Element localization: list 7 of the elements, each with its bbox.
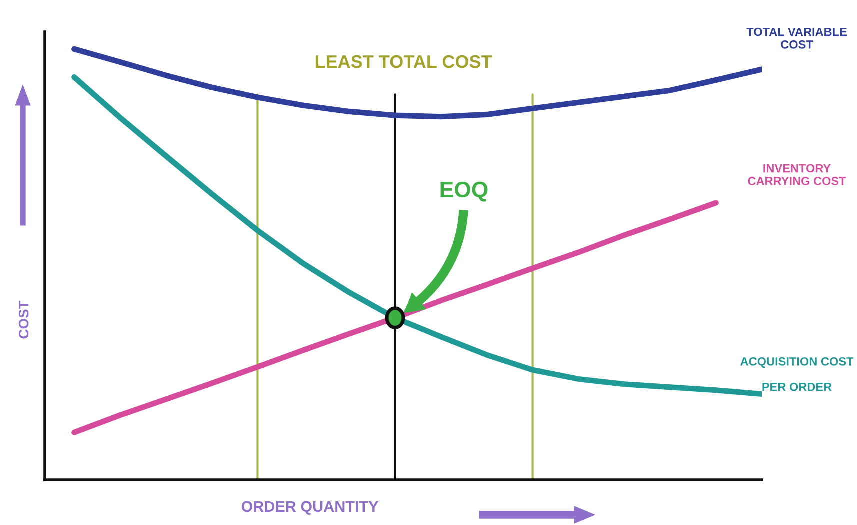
text: INVENTORY CARRYING COST (748, 164, 846, 186)
x-axis-title: ORDER QUANTITY (242, 501, 379, 515)
annotation: EOQ (440, 182, 488, 202)
annotation: LEAST TOTAL COST (316, 55, 492, 68)
y-axis-title: COST (18, 300, 29, 339)
text: ACQUISITION COST PER ORDER (740, 357, 854, 392)
series-label: TOTAL VARIABLE COST (746, 28, 847, 49)
